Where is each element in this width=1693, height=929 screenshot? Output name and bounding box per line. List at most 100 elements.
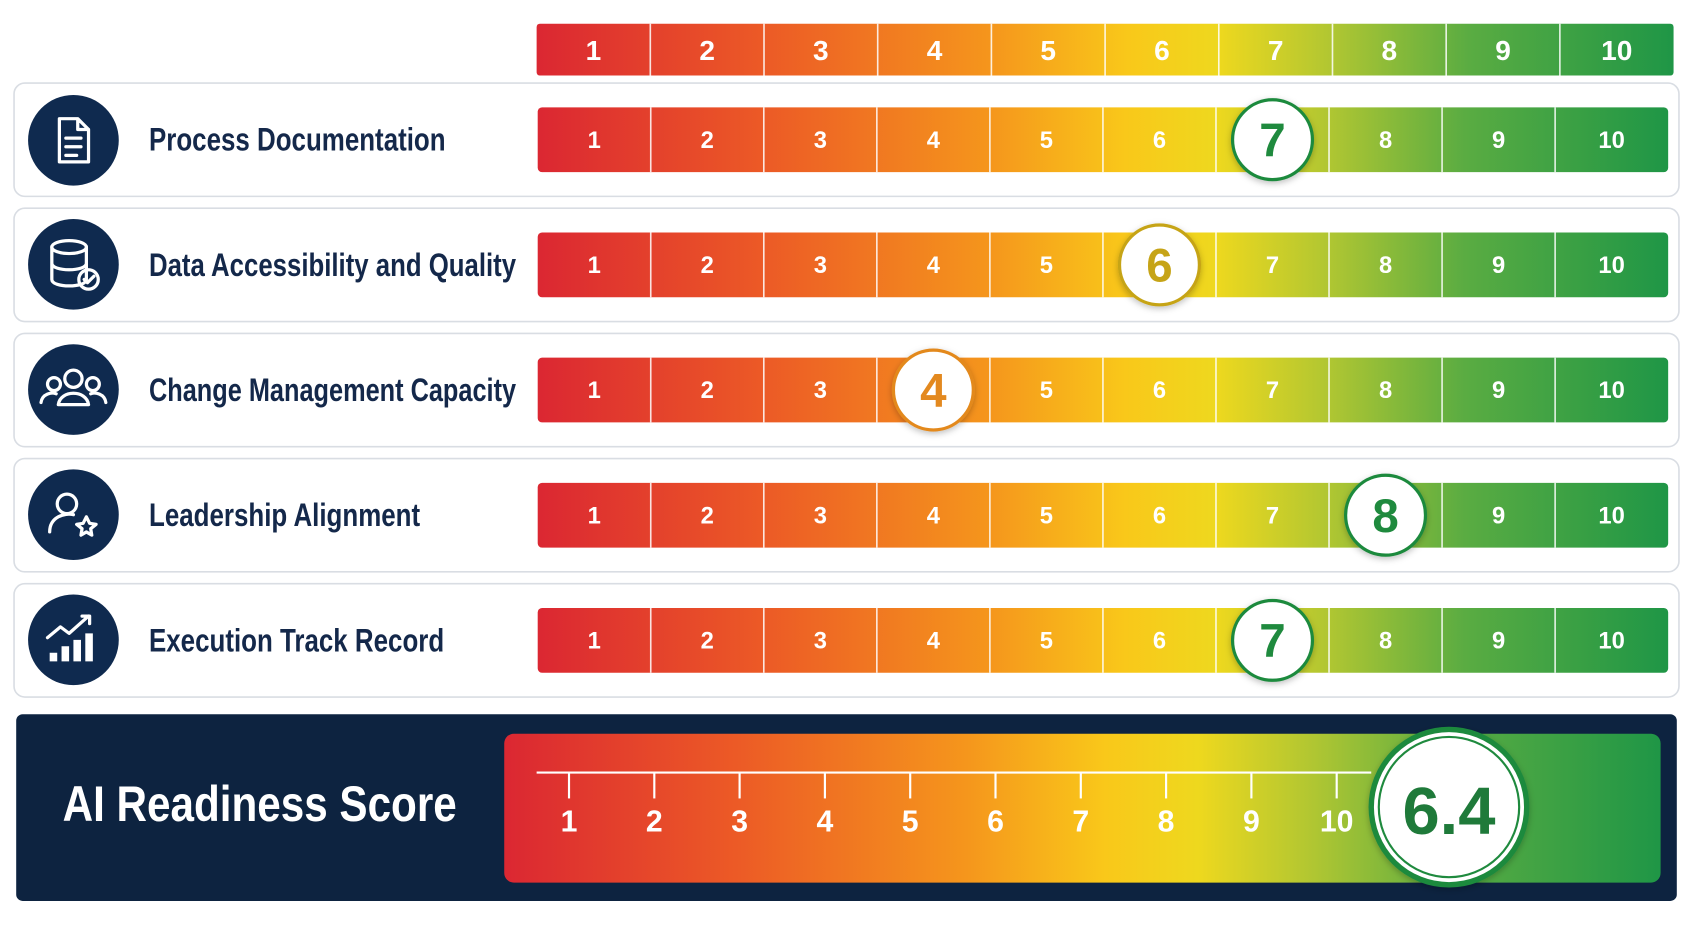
row-scale-number: 9 bbox=[1492, 253, 1505, 279]
row-scale-number: 1 bbox=[588, 503, 601, 529]
summary-tick-label: 7 bbox=[1072, 806, 1089, 839]
row-scale-number: 1 bbox=[588, 628, 601, 654]
score-circle bbox=[1343, 473, 1428, 557]
row-scale-number: 4 bbox=[927, 628, 941, 654]
summary-tick-label: 2 bbox=[646, 806, 663, 839]
row-scale-number: 7 bbox=[1266, 503, 1279, 529]
leader-icon bbox=[28, 469, 119, 560]
team-icon bbox=[28, 344, 119, 435]
summary-tick-label: 8 bbox=[1158, 806, 1175, 839]
row-scale-number: 5 bbox=[1040, 128, 1053, 154]
row-scale-number: 4 bbox=[927, 253, 941, 279]
summary-score-value: 6.4 bbox=[1402, 774, 1495, 849]
content: 1 2 3 4 5 6 7 8 9 10 Process Documentation 1 2 3 4 5 6 7 8… bbox=[13, 23, 1680, 901]
row-scale-number: 3 bbox=[814, 628, 827, 654]
row-scale-number: 1 bbox=[588, 253, 601, 279]
row-scale-number: 8 bbox=[1379, 128, 1392, 154]
row-scale-number: 3 bbox=[814, 503, 827, 529]
row-scale-number: 10 bbox=[1598, 378, 1624, 404]
score-marker: 4 bbox=[891, 348, 975, 432]
row-scale-number: 10 bbox=[1598, 253, 1624, 279]
growth-chart-icon bbox=[28, 594, 119, 686]
summary-tick-label: 9 bbox=[1243, 806, 1260, 839]
score-marker: 6 bbox=[1117, 223, 1202, 307]
row-scale-number: 3 bbox=[814, 128, 827, 154]
row-scale-number: 2 bbox=[701, 503, 714, 529]
score-value: 8 bbox=[1372, 490, 1398, 543]
header-scale-number: 3 bbox=[813, 35, 829, 66]
row-label: Execution Track Record bbox=[149, 622, 444, 658]
row-scale-number: 7 bbox=[1266, 378, 1279, 404]
row-scale-number: 4 bbox=[927, 128, 941, 154]
row-scale-number: 3 bbox=[814, 253, 827, 279]
header-scale-number: 1 bbox=[586, 35, 602, 66]
row-scale-number: 8 bbox=[1379, 378, 1392, 404]
row-scale-number: 9 bbox=[1492, 128, 1505, 154]
row-scale-number: 5 bbox=[1040, 378, 1053, 404]
score-marker: 8 bbox=[1343, 473, 1428, 557]
row-scale-number: 4 bbox=[927, 503, 941, 529]
score-value: 7 bbox=[1259, 114, 1285, 167]
score-circle bbox=[1230, 598, 1315, 682]
row-scale-number: 9 bbox=[1492, 503, 1505, 529]
summary-tick-label: 10 bbox=[1320, 806, 1354, 839]
database-icon bbox=[28, 219, 119, 310]
score-circle bbox=[891, 348, 975, 432]
row-scale-number: 9 bbox=[1492, 378, 1505, 404]
row-scale-number: 10 bbox=[1598, 503, 1624, 529]
header-scale-number: 9 bbox=[1495, 35, 1511, 66]
header-scale-number: 4 bbox=[927, 35, 943, 66]
row-scale-number: 6 bbox=[1153, 128, 1166, 154]
row-scale-number: 1 bbox=[588, 378, 601, 404]
summary-score: 6.4 bbox=[1368, 726, 1530, 888]
row-scale-number: 2 bbox=[701, 378, 714, 404]
row-scale-number: 10 bbox=[1598, 128, 1624, 154]
summary-tick-label: 3 bbox=[731, 806, 748, 839]
row-scale-number: 9 bbox=[1492, 628, 1505, 654]
row-scale-number: 8 bbox=[1379, 253, 1392, 279]
score-circle bbox=[1117, 223, 1202, 307]
row-scale-number: 6 bbox=[1153, 378, 1166, 404]
score-value: 6 bbox=[1146, 239, 1172, 292]
row-scale-number: 10 bbox=[1598, 628, 1624, 654]
summary-tick-label: 5 bbox=[902, 806, 919, 839]
header-scale-number: 2 bbox=[699, 35, 715, 66]
summary-tick-label: 1 bbox=[561, 806, 578, 839]
row-scale-number: 3 bbox=[814, 378, 827, 404]
document-icon bbox=[28, 94, 119, 186]
row-scale-number: 8 bbox=[1379, 628, 1392, 654]
row-scale-number: 7 bbox=[1266, 253, 1279, 279]
summary-label: AI Readiness Score bbox=[63, 776, 457, 832]
score-value: 7 bbox=[1259, 615, 1285, 668]
row-label: Data Accessibility and Quality bbox=[149, 247, 516, 283]
row-scale-number: 6 bbox=[1153, 503, 1166, 529]
summary-score-ring bbox=[1377, 735, 1521, 879]
score-marker: 7 bbox=[1230, 598, 1315, 682]
header-scale-number: 10 bbox=[1601, 35, 1632, 66]
row-scale-number: 1 bbox=[588, 128, 601, 154]
score-value: 4 bbox=[920, 365, 947, 418]
icons bbox=[28, 94, 119, 686]
summary-bar bbox=[504, 733, 1661, 883]
header-scale-number: 8 bbox=[1382, 35, 1398, 66]
row-label: Change Management Capacity bbox=[149, 372, 516, 408]
header-scale-number: 5 bbox=[1040, 35, 1056, 66]
row-scale-number: 2 bbox=[701, 128, 714, 154]
header-scale-number: 7 bbox=[1268, 35, 1284, 66]
row-label: Process Documentation bbox=[149, 122, 446, 158]
summary-score-circle bbox=[1368, 726, 1530, 888]
row-scale-number: 5 bbox=[1040, 503, 1053, 529]
row-label: Leadership Alignment bbox=[149, 497, 420, 533]
summary-tick-label: 6 bbox=[987, 806, 1004, 839]
summary-tick-label: 4 bbox=[816, 806, 833, 839]
score-marker: 7 bbox=[1230, 98, 1315, 182]
row-scale-number: 6 bbox=[1153, 628, 1166, 654]
row-scale-number: 5 bbox=[1040, 253, 1053, 279]
score-circle bbox=[1230, 98, 1315, 182]
header-scale-number: 6 bbox=[1154, 35, 1170, 66]
row-scale-number: 2 bbox=[701, 628, 714, 654]
row-scale-number: 2 bbox=[701, 253, 714, 279]
row-scale-number: 5 bbox=[1040, 628, 1053, 654]
